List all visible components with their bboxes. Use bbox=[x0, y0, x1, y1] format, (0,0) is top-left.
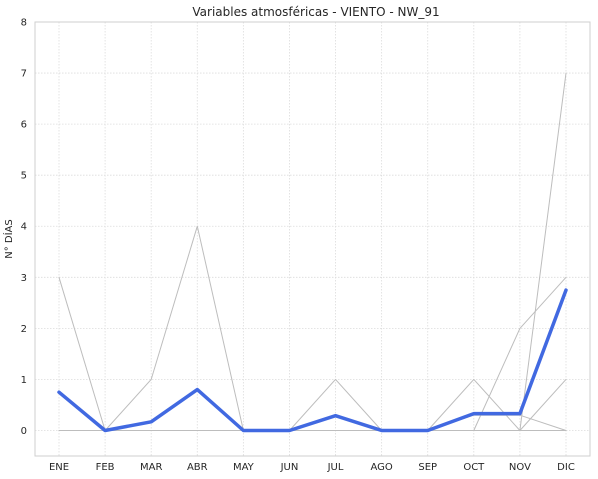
background-series-line bbox=[58, 72, 567, 431]
x-tick-label: SEP bbox=[418, 462, 437, 473]
x-tick-label: ABR bbox=[187, 462, 208, 473]
y-tick-label: 1 bbox=[21, 375, 27, 386]
mean-series-line bbox=[57, 288, 568, 433]
plot-frame bbox=[34, 21, 591, 457]
x-tick-label: JUN bbox=[280, 462, 299, 473]
x-tick-label: ENE bbox=[49, 462, 69, 473]
x-tick-label: OCT bbox=[463, 462, 485, 473]
y-tick-label: 7 bbox=[21, 69, 27, 80]
y-tick-label: 6 bbox=[21, 120, 27, 131]
chart-title: Variables atmosféricas - VIENTO - NW_91 bbox=[192, 5, 439, 19]
y-tick-label: 2 bbox=[21, 324, 27, 335]
y-tick-label: 5 bbox=[21, 171, 27, 182]
x-axis-ticks: ENE FEB MAR ABR MAY JUN JUL AGO SEP OCT NOV DIC bbox=[49, 462, 575, 473]
x-tick-label: AGO bbox=[370, 462, 392, 473]
y-tick-label: 0 bbox=[21, 426, 27, 437]
x-tick-label: JUL bbox=[327, 462, 344, 473]
y-axis-label: N° DÍAS bbox=[2, 219, 15, 259]
grid bbox=[35, 21, 590, 456]
x-tick-label: NOV bbox=[509, 462, 531, 473]
x-tick-label: MAY bbox=[233, 462, 255, 473]
x-tick-label: MAR bbox=[140, 462, 162, 473]
x-tick-label: FEB bbox=[96, 462, 115, 473]
series-layer bbox=[57, 72, 568, 433]
background-series-line bbox=[58, 276, 567, 431]
y-axis-ticks: 0 1 2 3 4 5 6 7 8 bbox=[21, 18, 27, 437]
x-tick-label: DIC bbox=[557, 462, 575, 473]
y-tick-label: 4 bbox=[21, 222, 27, 233]
y-tick-label: 8 bbox=[21, 18, 27, 29]
y-tick-label: 3 bbox=[21, 273, 27, 284]
